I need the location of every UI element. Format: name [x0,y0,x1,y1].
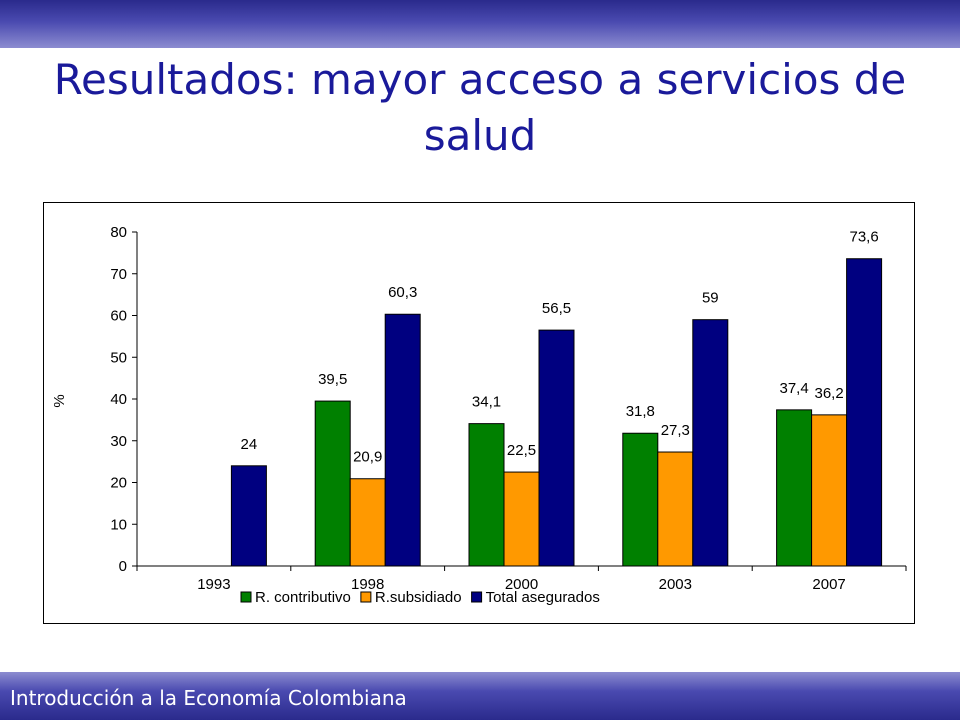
bar-r-subsidiado-1998 [349,478,386,567]
y-axis-label: % [51,394,68,407]
legend-swatch [240,591,252,603]
legend-label: R. contributivo [255,589,351,606]
legend-label: Total asegurados [486,589,600,606]
y-tick-label: 80 [110,224,127,241]
bar-r-contributivo-2000 [468,423,505,567]
x-tick-label: 2003 [659,576,692,593]
bar-r-contributivo-2003 [622,432,659,567]
y-tick-label: 10 [110,516,127,533]
footer-text: Introducción a la Economía Colombiana [10,686,407,710]
bar-total-asegurados-2003 [692,319,729,567]
y-tick-label: 0 [119,558,127,575]
data-label: 37,4 [779,380,808,397]
bar-r-subsidiado-2003 [657,451,694,567]
x-tick-label: 1993 [197,576,230,593]
data-label: 56,5 [542,300,571,317]
data-label: 34,1 [472,394,501,411]
slide-title: Resultados: mayor acceso a servicios de … [53,55,907,160]
data-label: 24 [241,436,258,453]
y-tick-label: 40 [110,391,127,408]
y-tick-label: 50 [110,349,127,366]
data-label: 60,3 [388,284,417,301]
bar-total-asegurados-2000 [538,329,575,567]
y-tick-label: 70 [110,266,127,283]
bar-r-contributivo-1998 [314,400,351,567]
y-tick-label: 20 [110,475,127,492]
bar-r-subsidiado-2000 [503,471,540,567]
data-label: 31,8 [626,403,655,420]
data-label: 59 [702,290,719,307]
y-tick-label: 30 [110,433,127,450]
legend-swatch [360,591,372,603]
x-tick-label: 2000 [505,576,538,593]
bar-total-asegurados-2007 [846,258,883,567]
header-band [0,0,960,48]
bar-r-subsidiado-2007 [811,414,848,567]
footer-band [0,672,960,720]
bar-chart: 0 10 20 30 40 50 60 70 80% 1993 1998 2000 2003 2007 39… [51,224,907,606]
bar-r-contributivo-2007 [776,409,813,567]
x-tick-label: 1998 [351,576,384,593]
data-label: 27,3 [661,422,690,439]
data-label: 20,9 [353,449,382,466]
legend-swatch [471,591,483,603]
legend-label: R.subsidiado [375,589,462,606]
data-label: 22,5 [507,442,536,459]
chart-frame: 0 10 20 30 40 50 60 70 80% 1993 1998 2000 2003 2007 39… [43,202,915,624]
bar-total-asegurados-1993 [230,465,267,567]
data-label: 39,5 [318,371,347,388]
x-tick-label: 2007 [812,576,845,593]
bar-total-asegurados-1998 [384,313,421,567]
data-label: 36,2 [814,385,843,402]
data-label: 73,6 [849,229,878,246]
y-tick-label: 60 [110,308,127,325]
